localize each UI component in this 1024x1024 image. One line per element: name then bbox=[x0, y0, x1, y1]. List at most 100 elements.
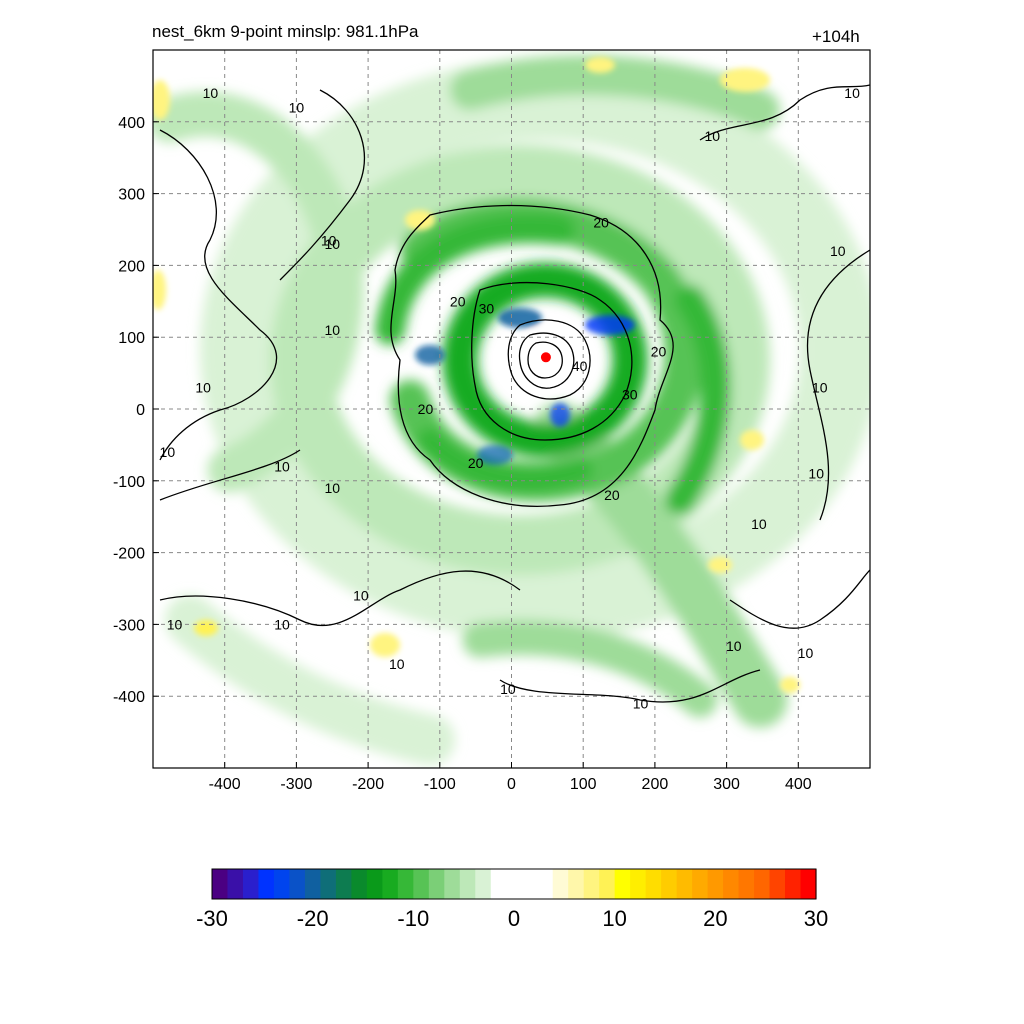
center-dot bbox=[540, 352, 551, 363]
colorbar-swatch bbox=[614, 869, 631, 899]
contour-label: 10 bbox=[704, 128, 720, 144]
colorbar-tick-label: 10 bbox=[602, 906, 626, 931]
x-tick-label: -400 bbox=[209, 776, 241, 793]
contour-label: 30 bbox=[622, 387, 638, 403]
colorbar-swatch bbox=[444, 869, 461, 899]
contour-label: 20 bbox=[468, 455, 484, 471]
contour-label: 10 bbox=[160, 444, 176, 460]
contour-label: 10 bbox=[389, 656, 405, 672]
x-tick-label: 0 bbox=[507, 776, 516, 793]
colorbar-tick-label: 30 bbox=[804, 906, 828, 931]
colorbar-swatch bbox=[212, 869, 229, 899]
contour-label: 20 bbox=[604, 487, 620, 503]
colorbar-swatch bbox=[537, 869, 554, 899]
contour-label: 10 bbox=[798, 645, 814, 661]
colorbar-swatch bbox=[661, 869, 678, 899]
colorbar-swatch bbox=[800, 869, 817, 899]
colorbar-swatch bbox=[320, 869, 337, 899]
contour-label: 20 bbox=[593, 214, 609, 230]
colorbar-tick-label: 0 bbox=[508, 906, 520, 931]
colorbar-swatch bbox=[335, 869, 352, 899]
contour-label: 30 bbox=[479, 300, 495, 316]
colorbar-swatch bbox=[769, 869, 786, 899]
y-tick-label: -200 bbox=[113, 546, 145, 563]
y-tick-label: -100 bbox=[113, 474, 145, 491]
x-tick-label: -100 bbox=[424, 776, 456, 793]
x-tick-label: 100 bbox=[570, 776, 597, 793]
contour-label: 10 bbox=[167, 616, 183, 632]
colorbar bbox=[211, 868, 817, 900]
contour-label: 10 bbox=[195, 379, 211, 395]
colorbar-swatch bbox=[366, 869, 383, 899]
colorbar-swatch bbox=[521, 869, 538, 899]
x-axis: -400 -300 -200 -100 0 100 200 300 400 bbox=[209, 762, 812, 793]
contour-label: 10 bbox=[726, 638, 742, 654]
colorbar-swatch bbox=[428, 869, 445, 899]
contour-label: 10 bbox=[289, 99, 305, 115]
chart-title: nest_6km 9-point minslp: 981.1hPa bbox=[152, 22, 419, 41]
contour-label: 10 bbox=[203, 85, 219, 101]
colorbar-tick-label: -10 bbox=[397, 906, 429, 931]
contour-label: 10 bbox=[324, 322, 340, 338]
forecast-hour: +104h bbox=[812, 27, 860, 46]
y-tick-label: 0 bbox=[136, 402, 145, 419]
y-tick-label: 200 bbox=[118, 258, 145, 275]
contour-label: 40 bbox=[572, 358, 588, 374]
colorbar-swatch bbox=[738, 869, 755, 899]
colorbar-swatch bbox=[723, 869, 740, 899]
y-tick-label: 400 bbox=[118, 115, 145, 132]
colorbar-tick-label: -30 bbox=[196, 906, 228, 931]
contour-label: 10 bbox=[324, 480, 340, 496]
colorbar-swatch bbox=[289, 869, 306, 899]
y-axis: -400 -300 -200 -100 0 100 200 300 400 bbox=[113, 115, 159, 706]
contour-label: 10 bbox=[274, 458, 290, 474]
colorbar-swatch bbox=[754, 869, 771, 899]
contour-label: 20 bbox=[418, 401, 434, 417]
colorbar-swatch bbox=[506, 869, 523, 899]
contour-lines bbox=[159, 84, 870, 703]
colorbar-swatch bbox=[475, 869, 492, 899]
contour-label: 20 bbox=[450, 293, 466, 309]
contour-label: 10 bbox=[808, 466, 824, 482]
colorbar-swatch bbox=[413, 869, 430, 899]
contour-label: 10 bbox=[274, 616, 290, 632]
colorbar-swatch bbox=[273, 869, 291, 899]
colorbar-swatch bbox=[490, 869, 507, 899]
contour-label: 10 bbox=[633, 695, 649, 711]
colorbar-tick-labels: -30 -20 -10 0 10 20 30 bbox=[196, 906, 828, 931]
colorbar-swatch bbox=[258, 869, 275, 899]
colorbar-swatch bbox=[227, 869, 244, 899]
colorbar-swatch bbox=[568, 869, 585, 899]
x-tick-label: -200 bbox=[352, 776, 384, 793]
colorbar-tick-label: -20 bbox=[297, 906, 329, 931]
colorbar-swatch bbox=[599, 869, 616, 899]
colorbar-frame bbox=[211, 868, 817, 900]
contour-label: 10 bbox=[321, 232, 337, 248]
x-tick-label: 400 bbox=[785, 776, 812, 793]
colorbar-swatch bbox=[304, 869, 322, 899]
colorbar-swatch bbox=[397, 869, 414, 899]
colorbar-swatch bbox=[382, 869, 399, 899]
contour-label: 10 bbox=[353, 588, 369, 604]
x-tick-label: 300 bbox=[713, 776, 740, 793]
x-tick-label: 200 bbox=[642, 776, 669, 793]
storm-center-marker bbox=[540, 352, 551, 363]
contour-label: 10 bbox=[324, 236, 340, 252]
y-tick-label: -300 bbox=[113, 617, 145, 634]
contour-label: 20 bbox=[651, 344, 667, 360]
colorbar-swatch bbox=[785, 869, 802, 899]
colorbar-swatch bbox=[583, 869, 600, 899]
colorbar-swatch bbox=[676, 869, 693, 899]
contour-label: 10 bbox=[844, 85, 860, 101]
colorbar-swatch bbox=[552, 869, 569, 899]
x-tick-label: -300 bbox=[280, 776, 312, 793]
shaded-field bbox=[153, 50, 870, 768]
contour-label: 10 bbox=[830, 243, 846, 259]
colorbar-swatch bbox=[351, 869, 368, 899]
colorbar-swatch bbox=[707, 869, 724, 899]
contour-label: 10 bbox=[500, 681, 516, 697]
y-tick-label: 300 bbox=[118, 187, 145, 204]
colorbar-tick-label: 20 bbox=[703, 906, 727, 931]
